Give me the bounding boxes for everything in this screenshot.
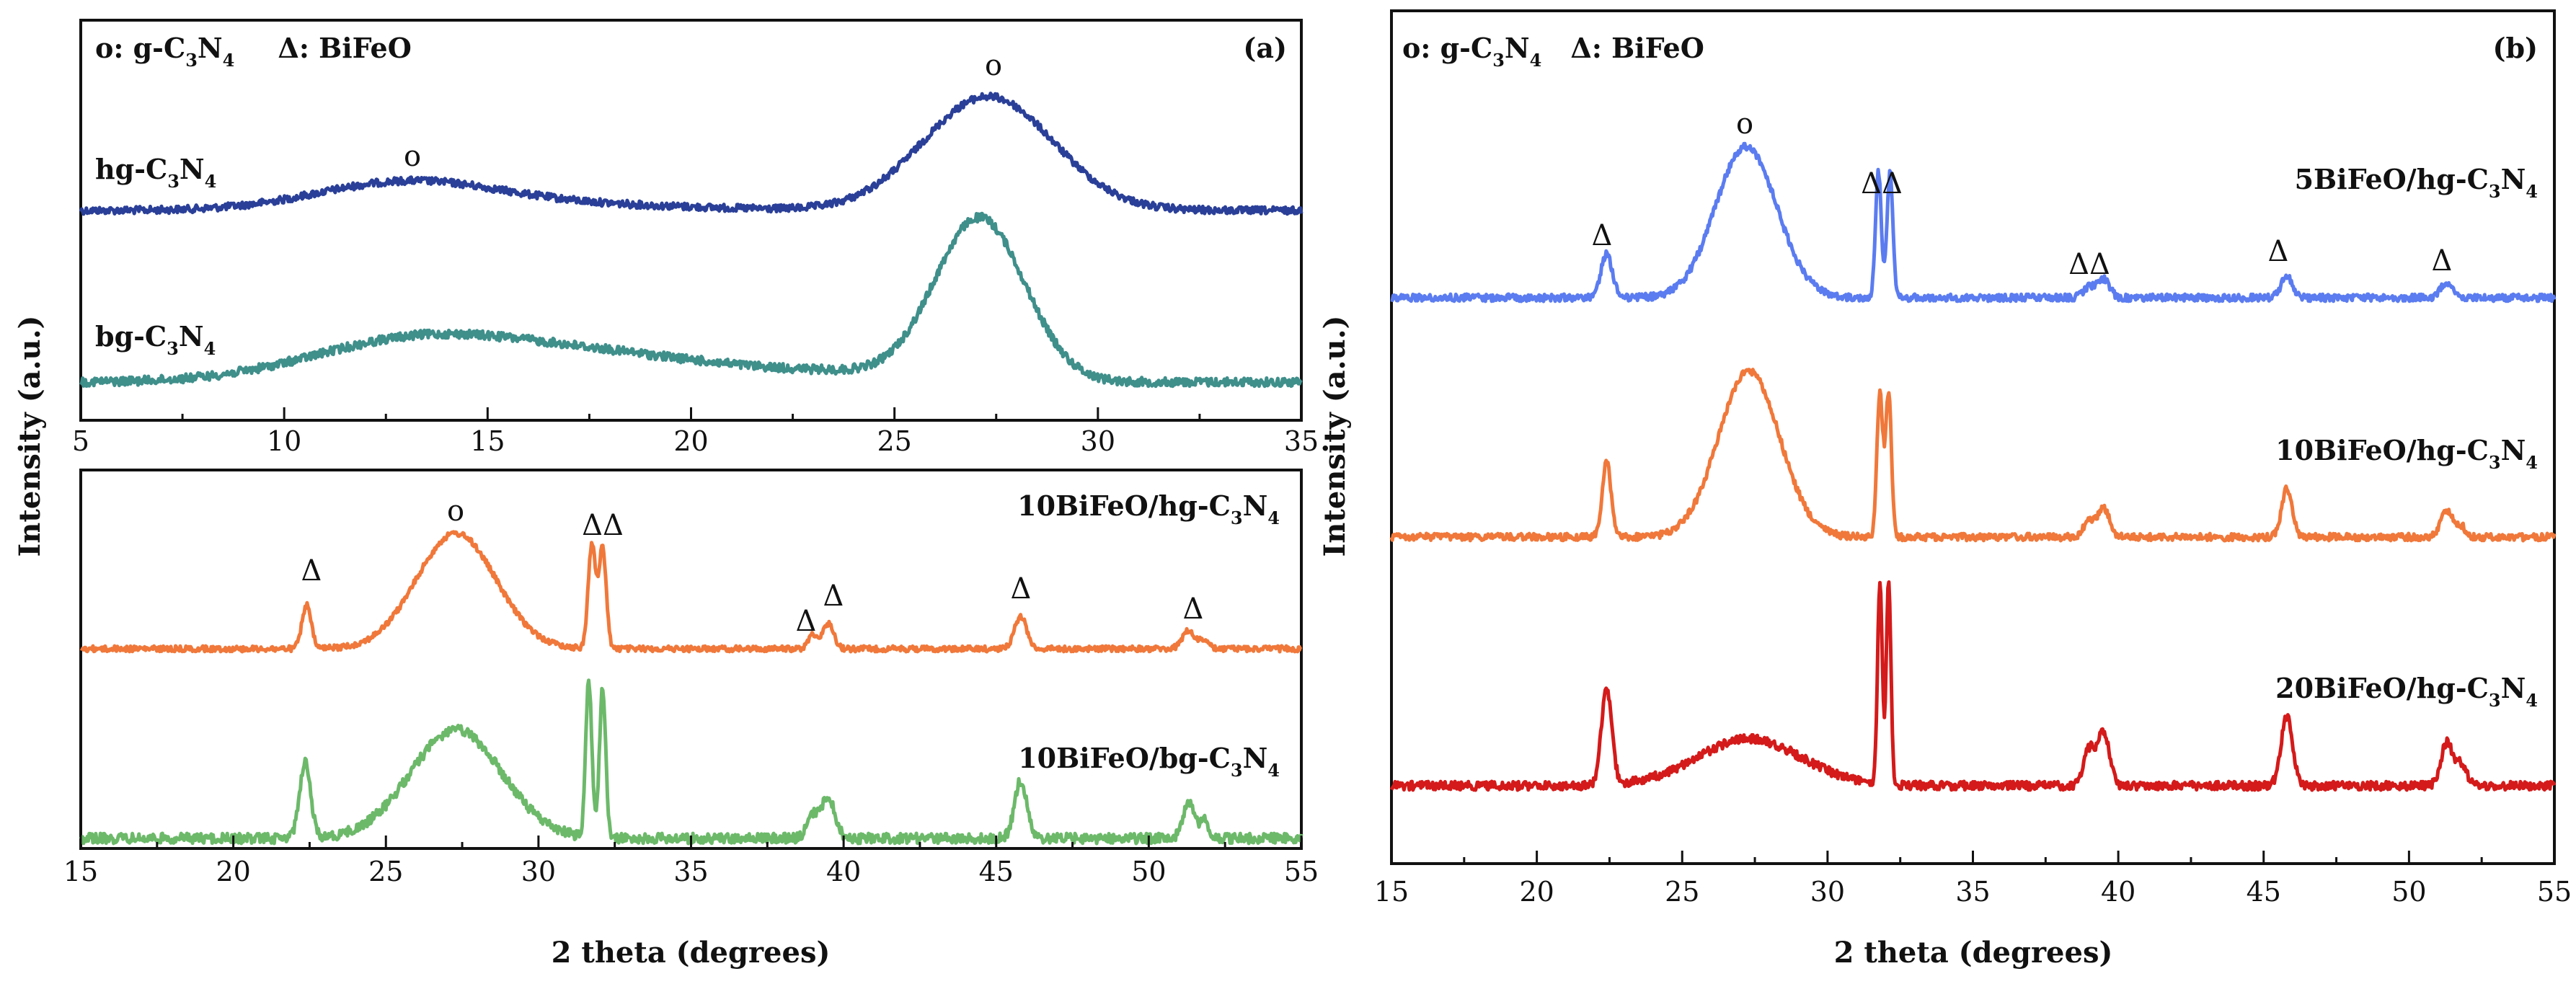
x-tick-label: 30 <box>1081 425 1115 457</box>
peak-marker-a-32: ΔΔ <box>582 509 624 542</box>
panel-b: 15 20 25 30 35 40 45 50 55 o: g-C3N4 Δ: BiFeO (b)… <box>1374 9 2572 908</box>
x-tick-label: 25 <box>1665 876 1699 908</box>
label-10bifeo-hg-b: 10BiFeO/hg-C3N4 <box>2275 434 2538 473</box>
x-tick-label: 50 <box>1131 856 1166 887</box>
peak-marker-b-46: Δ <box>2268 235 2289 268</box>
x-tick-label: 10 <box>267 425 301 457</box>
x-tick-label: 40 <box>826 856 861 887</box>
label-bg-c3n4: bg-C3N4 <box>95 320 216 359</box>
x-tick-label: 5 <box>72 425 89 457</box>
panel-label-a: (a) <box>1243 32 1287 64</box>
x-tick-label: 15 <box>470 425 505 457</box>
peak-marker-hg-27: o <box>985 49 1002 82</box>
series-10bifeo-hg <box>79 530 1303 654</box>
label-10bifeo-bg-a: 10BiFeO/bg-C3N4 <box>1018 742 1280 781</box>
legend-b: o: g-C3N4 Δ: BiFeO <box>1402 32 1704 71</box>
panel-a-bottom-frame <box>79 469 1303 850</box>
series-bg-c3n4 <box>79 211 1303 389</box>
x-tick-label: 50 <box>2391 876 2426 908</box>
series-5bifeo-hg <box>1390 141 2557 303</box>
peak-marker-a-46: Δ <box>1011 572 1032 606</box>
peak-marker-a-22: Δ <box>301 554 322 588</box>
legend-a: o: g-C3N4 Δ: BiFeO <box>95 32 412 71</box>
x-tick-label: 45 <box>2247 876 2281 908</box>
x-tick-label: 20 <box>216 856 250 887</box>
series-10bifeo-hg-b <box>1389 368 2557 543</box>
x-tick-label: 55 <box>2537 876 2572 908</box>
x-tick-label: 30 <box>521 856 556 887</box>
x-axis-a-bottom: 15 20 25 30 35 40 45 50 55 <box>63 835 1319 887</box>
peak-marker-b-39: ΔΔ <box>2068 248 2110 281</box>
x-tick-label: 20 <box>1519 876 1554 908</box>
x-tick-label: 15 <box>1374 876 1409 908</box>
x-tick-label: 40 <box>2101 876 2135 908</box>
peak-marker-a-39a: Δ <box>796 605 817 638</box>
y-axis-label-b: Intensity (a.u.) <box>1318 316 1352 557</box>
x-tick-label: 35 <box>673 856 708 887</box>
y-axis-label-a: Intensity (a.u.) <box>13 316 47 557</box>
x-tick-label: 55 <box>1284 856 1319 887</box>
x-tick-label: 35 <box>1955 876 1990 908</box>
x-axis-a-top: 5 10 15 20 25 30 35 <box>72 407 1319 457</box>
series-20bifeo-hg <box>1389 580 2557 792</box>
panel-a-bottom: 15 20 25 30 35 40 45 50 55 10BiFeO/hg-C3N4 10BiF… <box>63 469 1319 887</box>
x-axis-label-b: 2 theta (degrees) <box>1834 936 2113 970</box>
x-tick-label: 15 <box>63 856 98 887</box>
x-axis-label-a: 2 theta (degrees) <box>552 936 831 970</box>
peak-marker-b-32: ΔΔ <box>1861 167 1903 200</box>
peak-marker-b-51: Δ <box>2432 244 2453 278</box>
x-tick-label: 45 <box>979 856 1014 887</box>
peak-marker-a-51: Δ <box>1183 593 1204 626</box>
label-10bifeo-hg-a: 10BiFeO/hg-C3N4 <box>1017 489 1280 528</box>
x-tick-label: 30 <box>1810 876 1845 908</box>
x-axis-b: 15 20 25 30 35 40 45 50 55 <box>1374 851 2572 908</box>
peak-marker-hg-13: o <box>404 140 421 173</box>
x-tick-label: 25 <box>877 425 911 457</box>
peak-marker-a-27: o <box>447 495 464 528</box>
label-hg-c3n4: hg-C3N4 <box>95 153 216 192</box>
x-tick-label: 25 <box>368 856 403 887</box>
panel-label-b: (b) <box>2492 32 2538 64</box>
panel-a-top: 5 10 15 20 25 30 35 o: g-C3N4 Δ: BiFeO (a) hg-C… <box>72 19 1319 457</box>
peak-marker-b-27: o <box>1736 107 1753 141</box>
label-5bifeo-hg: 5BiFeO/hg-C3N4 <box>2295 163 2538 202</box>
x-tick-label: 35 <box>1284 425 1319 457</box>
label-20bifeo-hg: 20BiFeO/hg-C3N4 <box>2275 672 2538 711</box>
x-tick-label: 20 <box>673 425 708 457</box>
peak-marker-b-22: Δ <box>1592 219 1613 252</box>
peak-marker-a-39b: Δ <box>823 580 844 613</box>
series-hg-c3n4 <box>79 92 1304 216</box>
